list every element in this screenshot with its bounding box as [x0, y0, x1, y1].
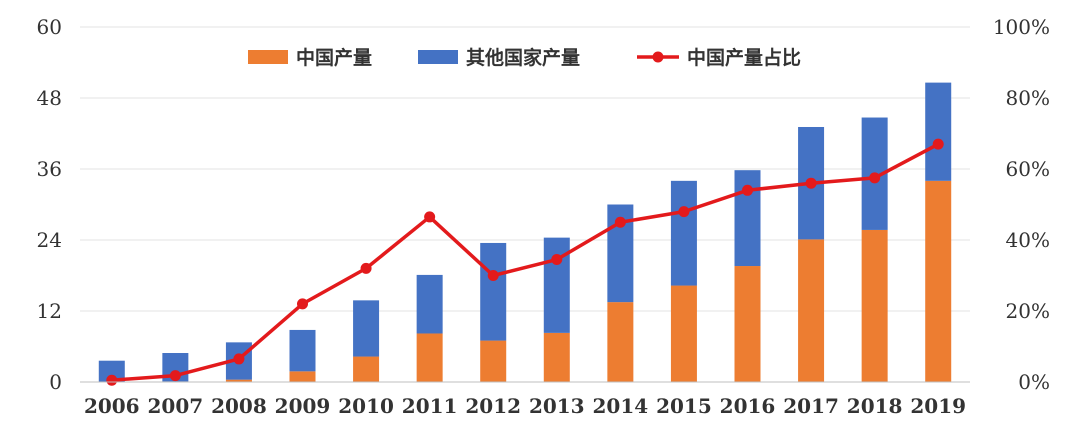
x-tick-label: 2019 [910, 394, 966, 418]
bar-other-countries-output [670, 180, 697, 286]
x-tick-label: 2011 [402, 394, 458, 418]
x-tick-label: 2015 [656, 394, 712, 418]
share-line [106, 138, 944, 386]
y-right-tick-label: 100% [993, 15, 1050, 39]
x-tick-label: 2017 [783, 394, 839, 418]
y-left-tick-label: 60 [37, 15, 62, 39]
legend-swatch-share-point [652, 51, 664, 63]
x-tick-label: 2012 [465, 394, 521, 418]
line-point [742, 184, 753, 196]
bar-china-output [925, 180, 952, 382]
x-tick-label: 2018 [847, 394, 903, 418]
line-point [297, 298, 308, 310]
line-point [614, 216, 626, 228]
y-left-tick-label: 12 [37, 299, 62, 323]
axes: 0 12 24 36 48 60 0% 20% 40% 60% 80% 100% 2006 2007 200… [37, 15, 1050, 418]
bar-china-output [734, 266, 761, 382]
line-point [487, 270, 499, 281]
bar-china-output [416, 333, 443, 382]
line-point [360, 262, 372, 274]
legend-swatch-other [418, 50, 458, 64]
x-tick-label: 2008 [211, 394, 267, 418]
y-left-tick-label: 0 [49, 370, 62, 394]
y-right-tick-label: 20% [1006, 299, 1050, 323]
legend-label-china: 中国产量 [296, 46, 372, 69]
bar-china-output [353, 356, 380, 382]
bar-other-countries-output [289, 329, 316, 372]
y-left-tick-label: 24 [37, 228, 62, 252]
bar-china-output [480, 340, 507, 382]
legend-label-other: 其他国家产量 [466, 46, 580, 69]
legend-swatch-china [248, 50, 288, 64]
bar-china-output [670, 285, 697, 382]
line-point [169, 370, 181, 382]
gridlines [80, 26, 970, 383]
line-point [106, 374, 118, 386]
bars [98, 82, 952, 382]
x-tick-label: 2014 [593, 394, 649, 418]
x-tick-label: 2006 [84, 394, 140, 418]
y-left-tick-label: 36 [37, 157, 62, 181]
bar-other-countries-output [734, 170, 761, 267]
x-tick-label: 2013 [529, 394, 585, 418]
bar-other-countries-output [416, 274, 443, 334]
y-right-tick-label: 40% [1006, 228, 1050, 252]
bar-china-output [607, 302, 634, 382]
bar-china-output [861, 229, 888, 382]
legend-label-share: 中国产量占比 [687, 46, 801, 69]
line-point [805, 177, 817, 189]
legend: 中国产量 其他国家产量 中国产量占比 [248, 46, 801, 69]
bar-china-output [225, 379, 252, 382]
x-tick-label: 2010 [338, 394, 394, 418]
y-left-tick-label: 48 [37, 86, 62, 110]
bar-china-output [543, 332, 570, 382]
line-point [869, 172, 881, 184]
bar-other-countries-output [480, 242, 507, 341]
line-china-share [111, 142, 940, 382]
x-tick-label: 2009 [275, 394, 331, 418]
x-tick-label: 2007 [148, 394, 204, 418]
line-point [551, 254, 563, 266]
y-right-tick-label: 0% [1018, 370, 1050, 394]
line-point [233, 353, 245, 365]
bar-other-countries-output [925, 82, 952, 181]
line-point [932, 138, 944, 150]
bar-other-countries-output [98, 360, 125, 382]
bar-china-output [798, 239, 825, 382]
bar-china-output [289, 371, 316, 382]
y-right-tick-label: 80% [1006, 86, 1050, 110]
line-point [424, 211, 436, 223]
x-tick-label: 2016 [720, 394, 776, 418]
bar-other-countries-output [543, 237, 570, 333]
bar-other-countries-output [353, 300, 380, 357]
line-point [678, 206, 690, 218]
y-right-tick-label: 60% [1006, 157, 1050, 181]
